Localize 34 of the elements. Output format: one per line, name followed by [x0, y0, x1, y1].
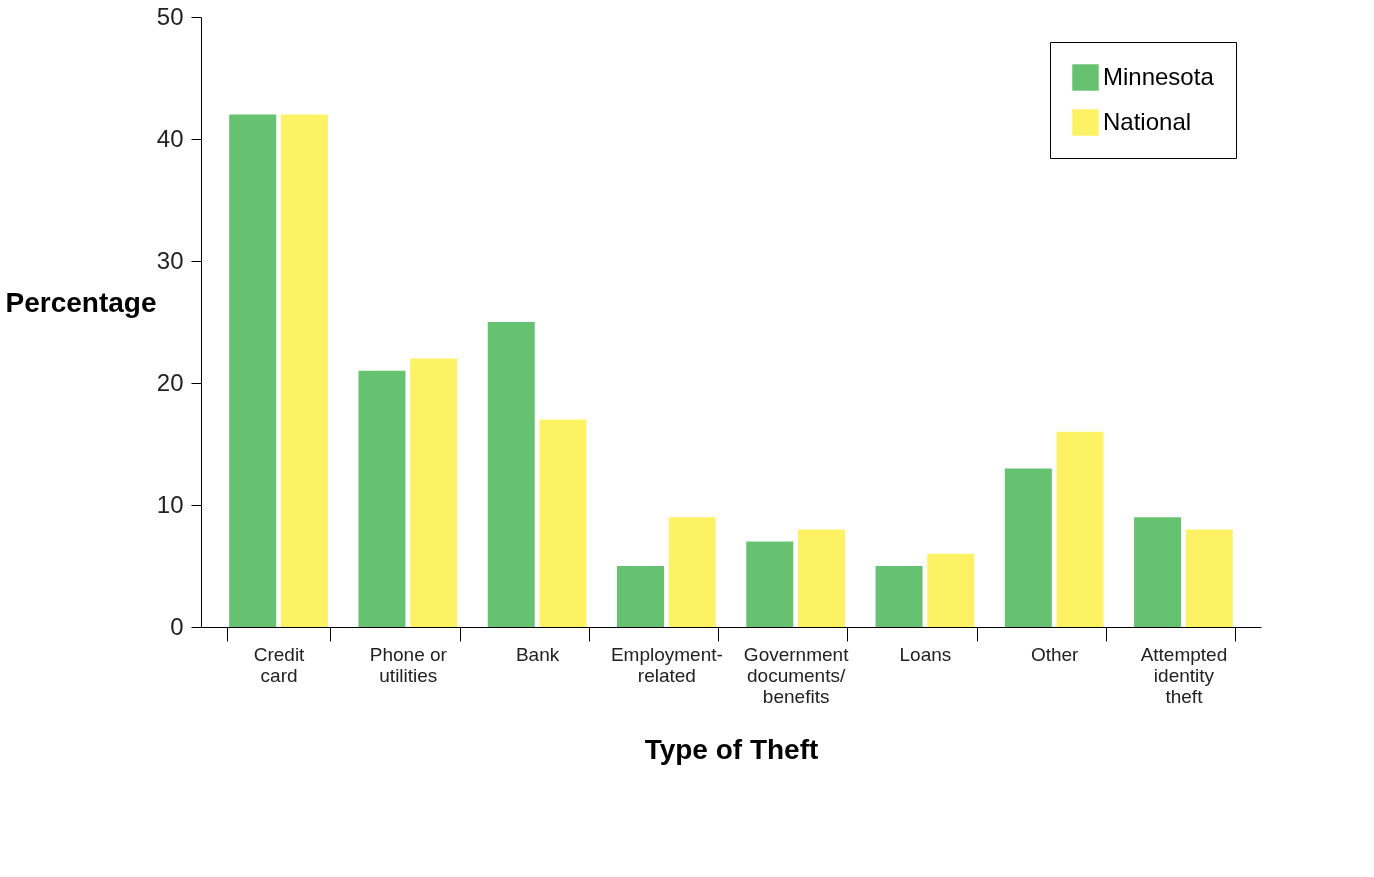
x-tick-label: Government documents/ benefits [743, 643, 850, 707]
x-tick-label: Phone or utilities [369, 643, 448, 686]
bar [410, 358, 458, 627]
x-tick-label: Loans [899, 643, 952, 665]
legend-label: National [1103, 107, 1192, 135]
bar [358, 370, 406, 627]
bar [746, 541, 794, 627]
bar [1185, 529, 1233, 627]
legend-label: Minnesota [1103, 62, 1215, 90]
bar [1056, 431, 1104, 627]
bar [617, 566, 665, 627]
bar [539, 419, 587, 627]
bar [927, 553, 975, 627]
y-tick-label: 30 [156, 246, 184, 274]
y-tick-label: 40 [156, 124, 184, 152]
x-tick-label: Bank [515, 643, 560, 665]
bar [797, 529, 845, 627]
bar [1134, 517, 1182, 627]
y-tick-label: 20 [156, 368, 184, 396]
x-tick-label: Attempted identity theft [1140, 643, 1228, 707]
bar [229, 114, 277, 627]
y-tick-label: 50 [156, 2, 184, 30]
y-axis-title: Percentage [5, 286, 157, 318]
bar [875, 566, 923, 627]
bar [1004, 468, 1052, 627]
x-axis-title: Type of Theft [644, 733, 819, 765]
bar [280, 114, 328, 627]
x-tick-label: Other [1030, 643, 1080, 665]
x-tick-label: Credit card [253, 643, 306, 686]
x-tick-label: Employment- related [610, 643, 723, 686]
bar [668, 517, 716, 627]
y-tick-label: 10 [156, 490, 184, 518]
bar [487, 322, 535, 627]
y-tick-label: 0 [170, 612, 184, 640]
